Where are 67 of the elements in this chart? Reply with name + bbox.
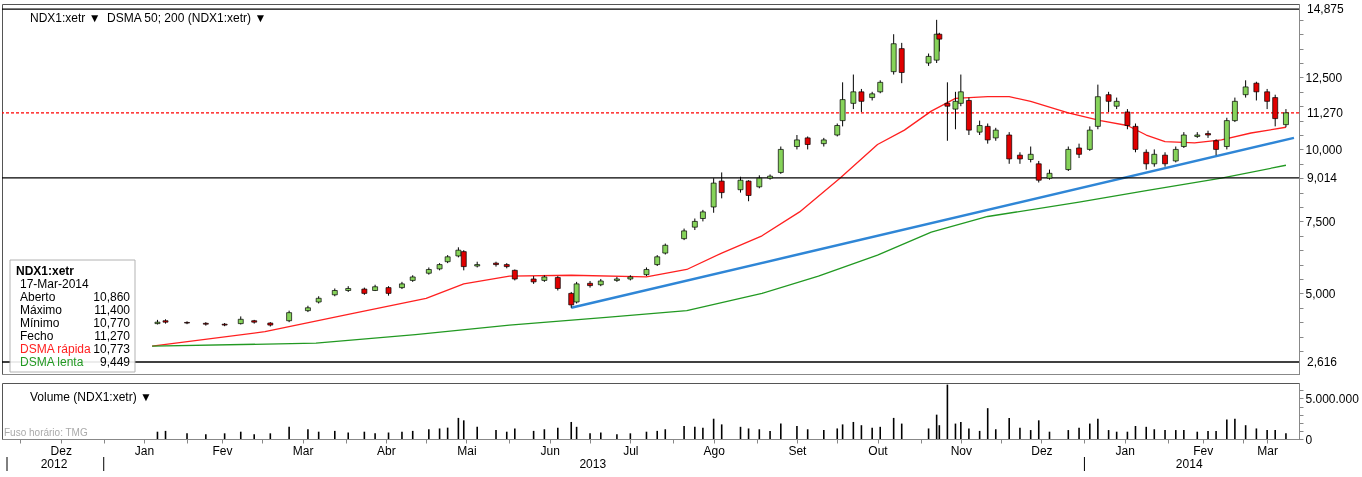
- annotation: 10,770: [93, 316, 131, 330]
- ref-line-label: 9,014: [1307, 170, 1338, 185]
- x-tick-label: Fev: [212, 443, 233, 458]
- annotation: 17-Mar-2014: [20, 277, 90, 291]
- x-tick-label: Jan: [134, 443, 155, 458]
- candlestick: [777, 146, 784, 175]
- annotation: 9,449: [99, 355, 131, 369]
- candlestick: [898, 42, 905, 84]
- candlestick: [984, 122, 991, 145]
- text: 2013: [579, 457, 607, 471]
- annotation: Fecho: [20, 329, 54, 343]
- candlestick: [1124, 108, 1131, 130]
- candlestick: [1086, 125, 1093, 152]
- candlestick: [1232, 97, 1238, 123]
- x-tick-label: Jul: [623, 443, 639, 458]
- annotation: Aberto: [20, 290, 56, 304]
- text: DSMA lenta: [20, 355, 84, 369]
- candlestick: [1253, 81, 1260, 101]
- annotation: Máximo: [20, 303, 63, 317]
- text: Volume (NDX1:xetr) ▼: [30, 390, 152, 404]
- candlestick: [839, 81, 846, 127]
- y-tick-label: 5,000: [1305, 286, 1336, 301]
- ref-line-label: 11,270: [1307, 105, 1344, 120]
- x-tick-label: Set: [788, 443, 808, 458]
- x-tick-label: Fev: [1193, 443, 1214, 458]
- y-tick-label: 12,500: [1305, 70, 1343, 85]
- x-tick-label: Abr: [377, 443, 396, 458]
- line-series: [151, 164, 1287, 347]
- text: NDX1:xetr ▼: [30, 11, 101, 25]
- x-tick-label: Mar: [1257, 443, 1278, 458]
- x-tick-label: Out: [868, 443, 889, 458]
- candlestick: [1205, 130, 1211, 139]
- annotation: NDX1:xetr: [16, 264, 75, 278]
- x-tick-label: Dez: [50, 443, 72, 458]
- x-tick-label: Dez: [1031, 443, 1053, 458]
- candlestick: [1132, 122, 1139, 153]
- candlestick: [1017, 151, 1023, 165]
- ref-line-label: 14,875: [1307, 2, 1345, 17]
- text: DSMA 50; 200 (NDX1:xetr) ▼: [107, 11, 267, 25]
- candlestick: [1283, 108, 1289, 128]
- x-tick-label: Jun: [540, 443, 560, 458]
- annotation: 10,860: [93, 290, 131, 304]
- candlestick: [1006, 131, 1013, 165]
- ref-line-label: 2,616: [1307, 355, 1338, 370]
- x-tick-label: Mar: [292, 443, 314, 458]
- candlestick: [587, 280, 593, 289]
- x-tick-label: Ago: [703, 443, 726, 458]
- annotation: 11,400: [94, 303, 131, 317]
- candlestick: [1065, 146, 1072, 172]
- text: DSMA rápida: [20, 342, 92, 356]
- y-tick-label: 0: [1305, 432, 1313, 447]
- annotation: Mínimo: [20, 316, 60, 330]
- candlestick: [1143, 148, 1150, 171]
- text: 2012: [40, 457, 68, 471]
- x-tick-label: Jan: [1115, 443, 1135, 458]
- y-tick-label: 5.000.000: [1305, 391, 1360, 406]
- annotation: 10,773: [93, 342, 131, 356]
- text: 2014: [1175, 457, 1203, 471]
- annotation: 11,270: [94, 329, 131, 343]
- annotation: Fuso horário: TMG: [4, 427, 88, 438]
- y-tick-label: 7,500: [1305, 214, 1336, 229]
- y-tick-label: 10,000: [1305, 142, 1343, 157]
- candlestick: [1272, 94, 1279, 127]
- candlestick: [1264, 88, 1270, 110]
- x-tick-label: Nov: [950, 443, 972, 458]
- x-tick-label: Mai: [457, 443, 477, 458]
- candlestick: [1105, 91, 1112, 113]
